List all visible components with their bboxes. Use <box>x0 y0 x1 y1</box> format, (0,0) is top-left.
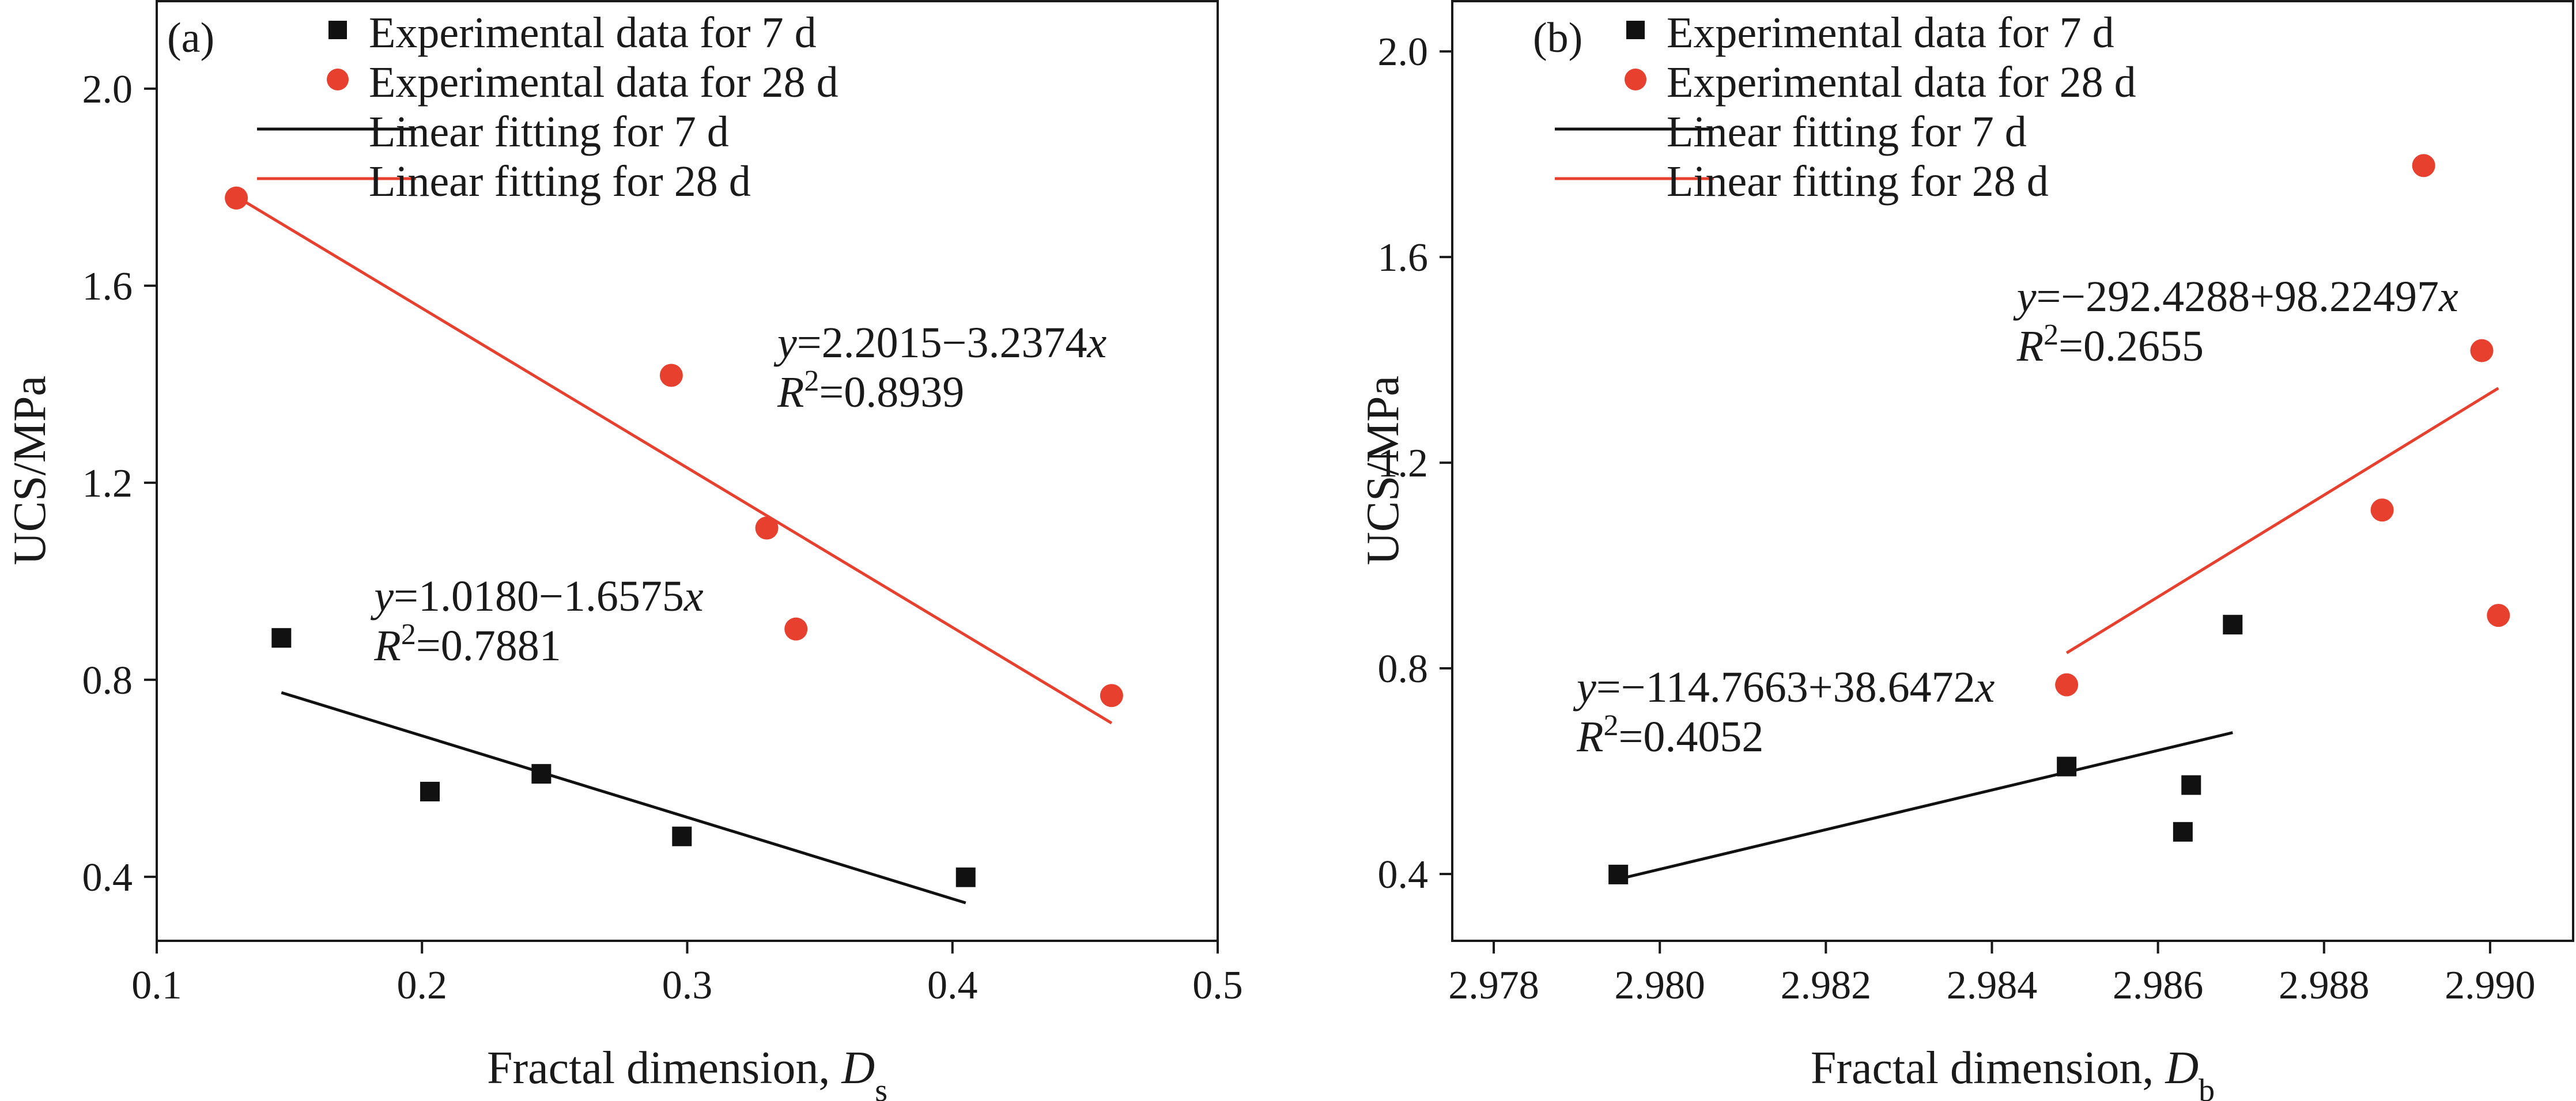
legend-marker-square <box>1626 21 1645 39</box>
regression-equation: y=−114.7663+38.6472x <box>1573 663 1995 712</box>
data-point-square <box>2173 822 2193 842</box>
series-3 <box>2065 387 2499 654</box>
data-point-square <box>1608 864 1629 884</box>
y-tick-label: 0.4 <box>1378 853 1429 897</box>
data-point-square <box>672 826 692 846</box>
x-tick-label: 2.986 <box>2113 963 2204 1008</box>
legend-label: Experimental data for 28 d <box>1667 58 2136 107</box>
y-tick-label: 2.0 <box>82 67 133 112</box>
fit-line <box>235 195 1113 725</box>
x-tick-label: 0.2 <box>397 963 448 1008</box>
legend-marker-circle <box>1625 69 1646 90</box>
series-1 <box>225 186 1123 707</box>
legend-label: Experimental data for 7 d <box>369 9 817 57</box>
data-point-circle <box>1100 684 1123 707</box>
legend-marker-circle <box>327 69 349 90</box>
data-point-circle <box>2487 604 2510 627</box>
x-tick-label: 0.5 <box>1192 963 1243 1008</box>
r-squared: R2=0.2655 <box>2016 318 2204 370</box>
r-squared: R2=0.8939 <box>777 364 964 417</box>
data-point-square <box>2181 775 2201 795</box>
data-point-circle <box>784 617 808 641</box>
fit-line <box>1618 731 2233 881</box>
legend-label: Linear fitting for 7 d <box>1667 108 2027 156</box>
series-2 <box>281 691 966 905</box>
chart-panel-a: 0.1 0.2 0.3 0.4 0.5 0.4 0.8 1.2 1.6 2.0 Fractal di… <box>5 0 1243 1101</box>
data-point-circle <box>2470 339 2494 362</box>
fit-line <box>281 691 966 905</box>
x-tick-label: 0.1 <box>131 963 182 1008</box>
regression-equation: y=1.0180−1.6575x <box>370 572 703 621</box>
x-axis-title: Fractal dimension, Ds <box>487 1043 887 1101</box>
panel-label: (b) <box>1533 14 1582 62</box>
x-tick-label: 2.990 <box>2445 963 2536 1008</box>
data-point-circle <box>755 516 779 540</box>
y-tick-label: 0.8 <box>1378 647 1429 691</box>
x-tick-label: 0.3 <box>662 963 713 1008</box>
series-0 <box>1608 615 2243 884</box>
data-point-square <box>420 781 440 801</box>
regression-equation: y=−292.4288+98.22497x <box>2013 273 2458 321</box>
data-point-circle <box>2370 498 2394 522</box>
y-tick-label: 1.6 <box>1378 236 1429 280</box>
x-tick-label: 2.980 <box>1614 963 1705 1008</box>
chart-panel-b: 2.978 2.980 2.982 2.984 2.986 2.988 2.990 0.4 0.… <box>1358 0 2574 1101</box>
y-tick-label: 1.2 <box>82 461 133 506</box>
legend-label: Linear fitting for 28 d <box>1667 157 2049 206</box>
x-tick-label: 0.4 <box>927 963 978 1008</box>
x-tick-label: 2.988 <box>2279 963 2370 1008</box>
y-tick-label: 0.4 <box>82 856 133 900</box>
x-tick-label: 2.982 <box>1781 963 1872 1008</box>
series-0 <box>271 628 976 887</box>
y-axis-title: UCS/MPa <box>5 376 55 565</box>
legend-label: Experimental data for 7 d <box>1667 9 2114 57</box>
legend-label: Linear fitting for 7 d <box>369 108 729 156</box>
data-point-circle <box>2412 154 2435 177</box>
legend-label: Linear fitting for 28 d <box>369 157 751 206</box>
series-1 <box>2055 154 2510 697</box>
y-tick-label: 0.8 <box>82 659 133 703</box>
y-tick-label: 2.0 <box>1378 30 1429 74</box>
legend-label: Experimental data for 28 d <box>369 58 838 107</box>
plot-frame <box>1451 0 2574 942</box>
y-tick-label: 1.2 <box>1378 441 1429 486</box>
series-3 <box>235 195 1113 725</box>
series-2 <box>1618 731 2233 881</box>
data-point-square <box>2223 615 2243 635</box>
data-point-square <box>955 867 976 887</box>
data-point-circle <box>659 364 683 387</box>
x-axis-title: Fractal dimension, Db <box>1811 1043 2215 1101</box>
y-tick-label: 1.6 <box>82 264 133 309</box>
r-squared: R2=0.4052 <box>1576 709 1763 762</box>
r-squared: R2=0.7881 <box>373 618 561 671</box>
regression-equation: y=2.2015−3.2374x <box>773 319 1106 367</box>
x-tick-label: 2.984 <box>1947 963 2038 1008</box>
x-tick-label: 2.978 <box>1448 963 1539 1008</box>
data-point-circle <box>2055 673 2079 697</box>
panel-label: (a) <box>167 14 214 62</box>
y-axis-title: UCS/MPa <box>1358 376 1408 565</box>
fit-line <box>2065 387 2499 654</box>
data-point-square <box>271 628 292 648</box>
legend-marker-square <box>328 21 347 39</box>
